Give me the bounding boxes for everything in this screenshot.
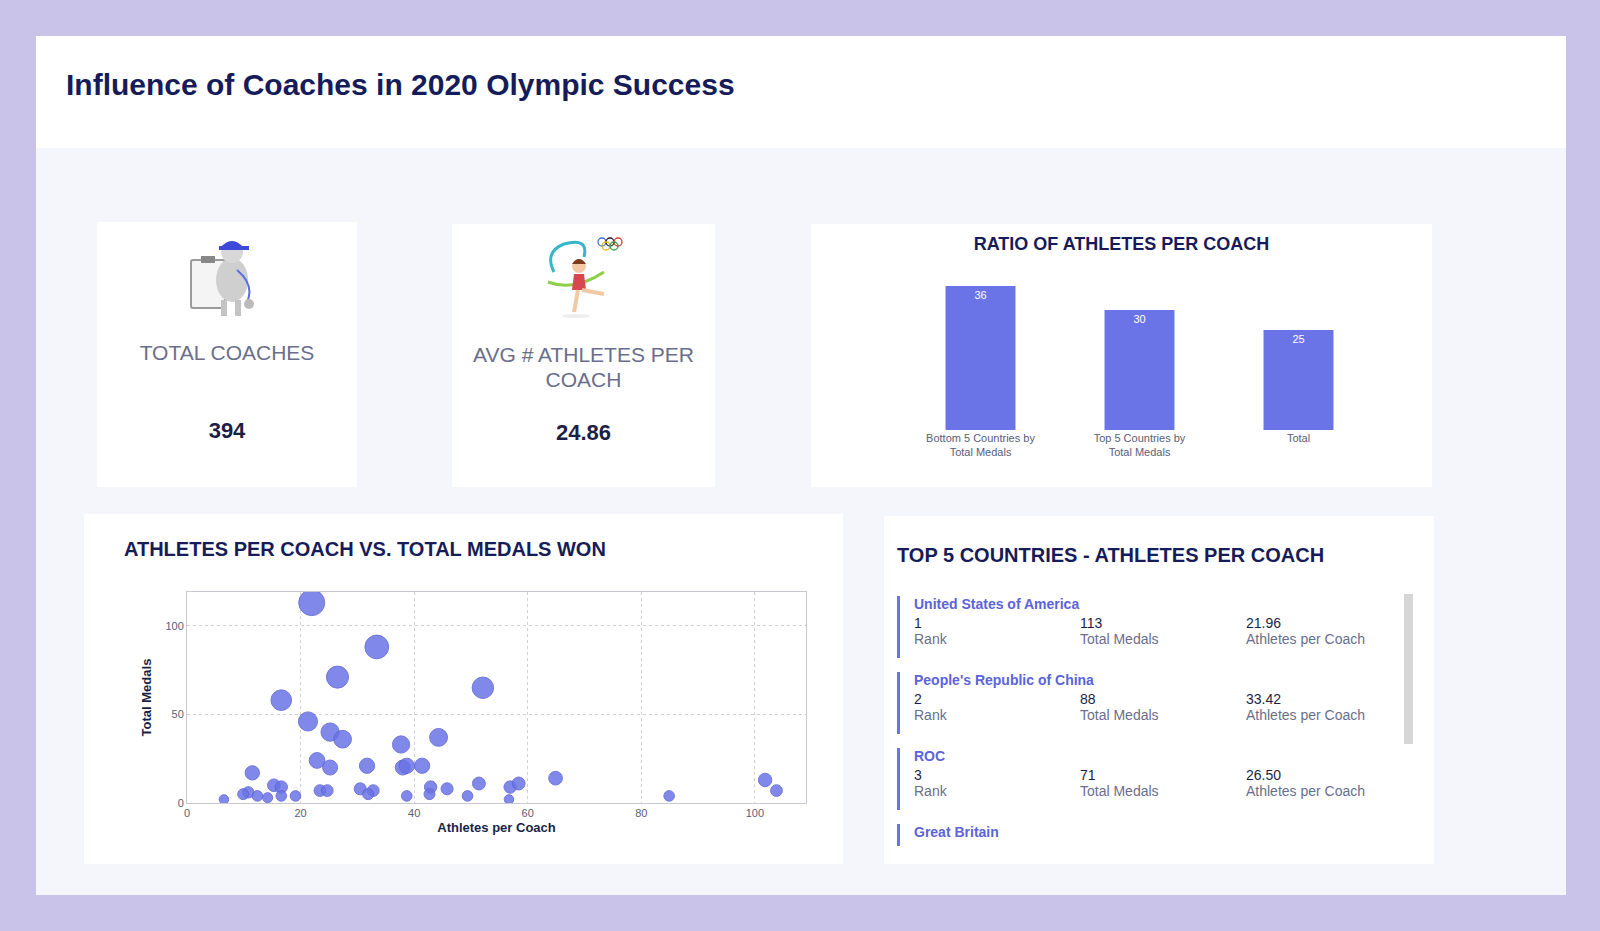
html-text:AVG # ATHLETES PER COACH: AVG # ATHLETES PER COACH (473, 343, 694, 391)
html-text:Athletes per Coach: Athletes per Coach (1246, 783, 1366, 799)
html-text:88: 88 (1080, 691, 1096, 707)
html-text:21.96: 21.96 (1246, 615, 1281, 631)
html-text:Athletes per Coach: Athletes per Coach (1246, 631, 1366, 647)
html-text:71: 71 (1080, 767, 1096, 783)
svg-text:Total Medals: Total Medals (139, 659, 154, 737)
svg-text:Bottom 5 Countries byTotal Med: Bottom 5 Countries byTotal Medals (926, 432, 1035, 458)
html-text:33.42: 33.42 (1246, 691, 1281, 707)
html-text:Total Medals: Total Medals (1080, 631, 1159, 647)
svg-text:0: 0 (178, 797, 184, 809)
html-text:United States of America: United States of America (914, 596, 1080, 612)
html-text:Rank: Rank (914, 707, 947, 723)
svg-text:80: 80 (635, 807, 647, 819)
svg-text:40: 40 (408, 807, 420, 819)
html-text:Total Medals: Total Medals (1080, 783, 1159, 799)
html-text:113: 113 (1080, 615, 1103, 631)
svg-text:36: 36 (974, 289, 986, 301)
html-text:Athletes per Coach: Athletes per Coach (1246, 707, 1366, 723)
svg-text:25: 25 (1292, 333, 1304, 345)
svg-text:Top 5 Countries byTotal Medals: Top 5 Countries byTotal Medals (1094, 432, 1186, 458)
html-text:RATIO OF ATHLETES PER COACH: RATIO OF ATHLETES PER COACH (973, 234, 1270, 254)
svg-text:100: 100 (165, 620, 183, 632)
svg-text:Athletes per Coach: Athletes per Coach (437, 820, 556, 835)
html-text:People's Republic of China: People's Republic of China (914, 672, 1094, 688)
html-text:3: 3 (914, 767, 922, 783)
html-text:ATHLETES PER COACH VS. TOTAL M: ATHLETES PER COACH VS. TOTAL MEDALS WON (124, 538, 606, 560)
svg-text:50: 50 (172, 708, 184, 720)
html-text:2: 2 (914, 691, 922, 707)
svg-text:30: 30 (1133, 313, 1145, 325)
html-text:Great Britain: Great Britain (914, 824, 999, 840)
html-text:ROC: ROC (914, 748, 946, 764)
html-text:Rank: Rank (914, 631, 947, 647)
html-text:Total Medals: Total Medals (1080, 707, 1159, 723)
html-text:1: 1 (914, 615, 922, 631)
html-text:24.86: 24.86 (556, 420, 611, 445)
html-text:394: 394 (208, 418, 246, 443)
html-text:Influence of Coaches in 2020 O: Influence of Coaches in 2020 Olympic Suc… (66, 68, 735, 101)
svg-text:100: 100 (746, 807, 764, 819)
html-text:Rank: Rank (914, 783, 947, 799)
svg-text:Total: Total (1287, 432, 1310, 444)
svg-text:20: 20 (294, 807, 306, 819)
html-text:TOP 5 COUNTRIES - ATHLETES PER: TOP 5 COUNTRIES - ATHLETES PER COACH (897, 544, 1325, 566)
svg-text:0: 0 (184, 807, 190, 819)
svg-text:60: 60 (522, 807, 534, 819)
html-text:26.50: 26.50 (1246, 767, 1281, 783)
html-text:TOTAL COACHES: TOTAL COACHES (139, 341, 315, 364)
